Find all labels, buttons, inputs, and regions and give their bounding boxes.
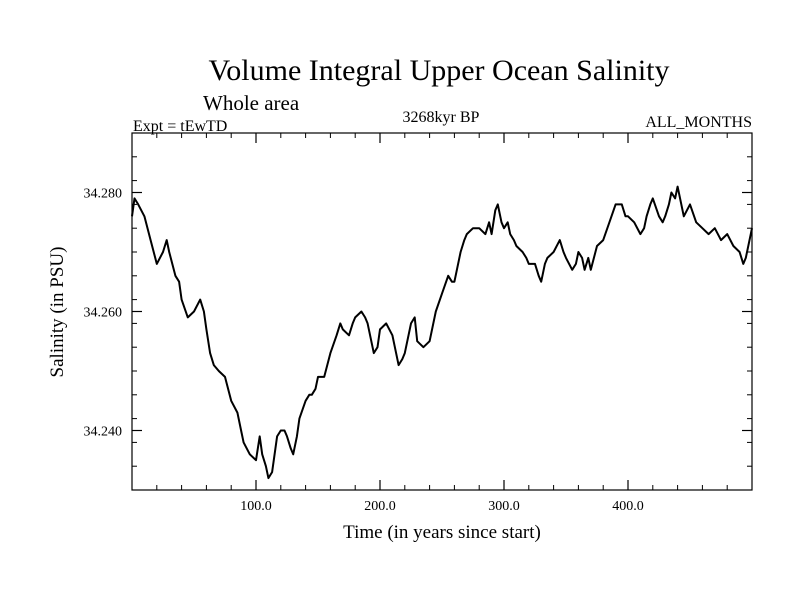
x-tick-label: 400.0 [612,499,644,514]
y-tick-label: 34.240 [84,425,123,440]
major-ticks [132,133,752,490]
x-tick-label: 100.0 [240,499,272,514]
y-tick-label: 34.280 [84,187,123,202]
x-tick-label: 200.0 [364,499,396,514]
minor-ticks [132,133,752,490]
y-tick-label: 34.260 [84,306,123,321]
plot-frame [131,132,753,491]
chart-title: Volume Integral Upper Ocean Salinity [209,54,670,87]
period-label: 3268kyr BP [403,109,480,126]
chart-subtitle: Whole area [203,91,300,115]
months-label: ALL_MONTHS [645,114,752,131]
expt-label: Expt = tEwTD [133,118,227,135]
salinity-series-line [131,185,753,480]
x-axis-label: Time (in years since start) [343,522,541,543]
x-tick-label: 300.0 [488,499,520,514]
tick-labels: 100.0 200.0 300.0 400.0 34.240 34.260 34.280 [84,187,644,515]
y-axis-label: Salinity (in PSU) [47,247,68,378]
